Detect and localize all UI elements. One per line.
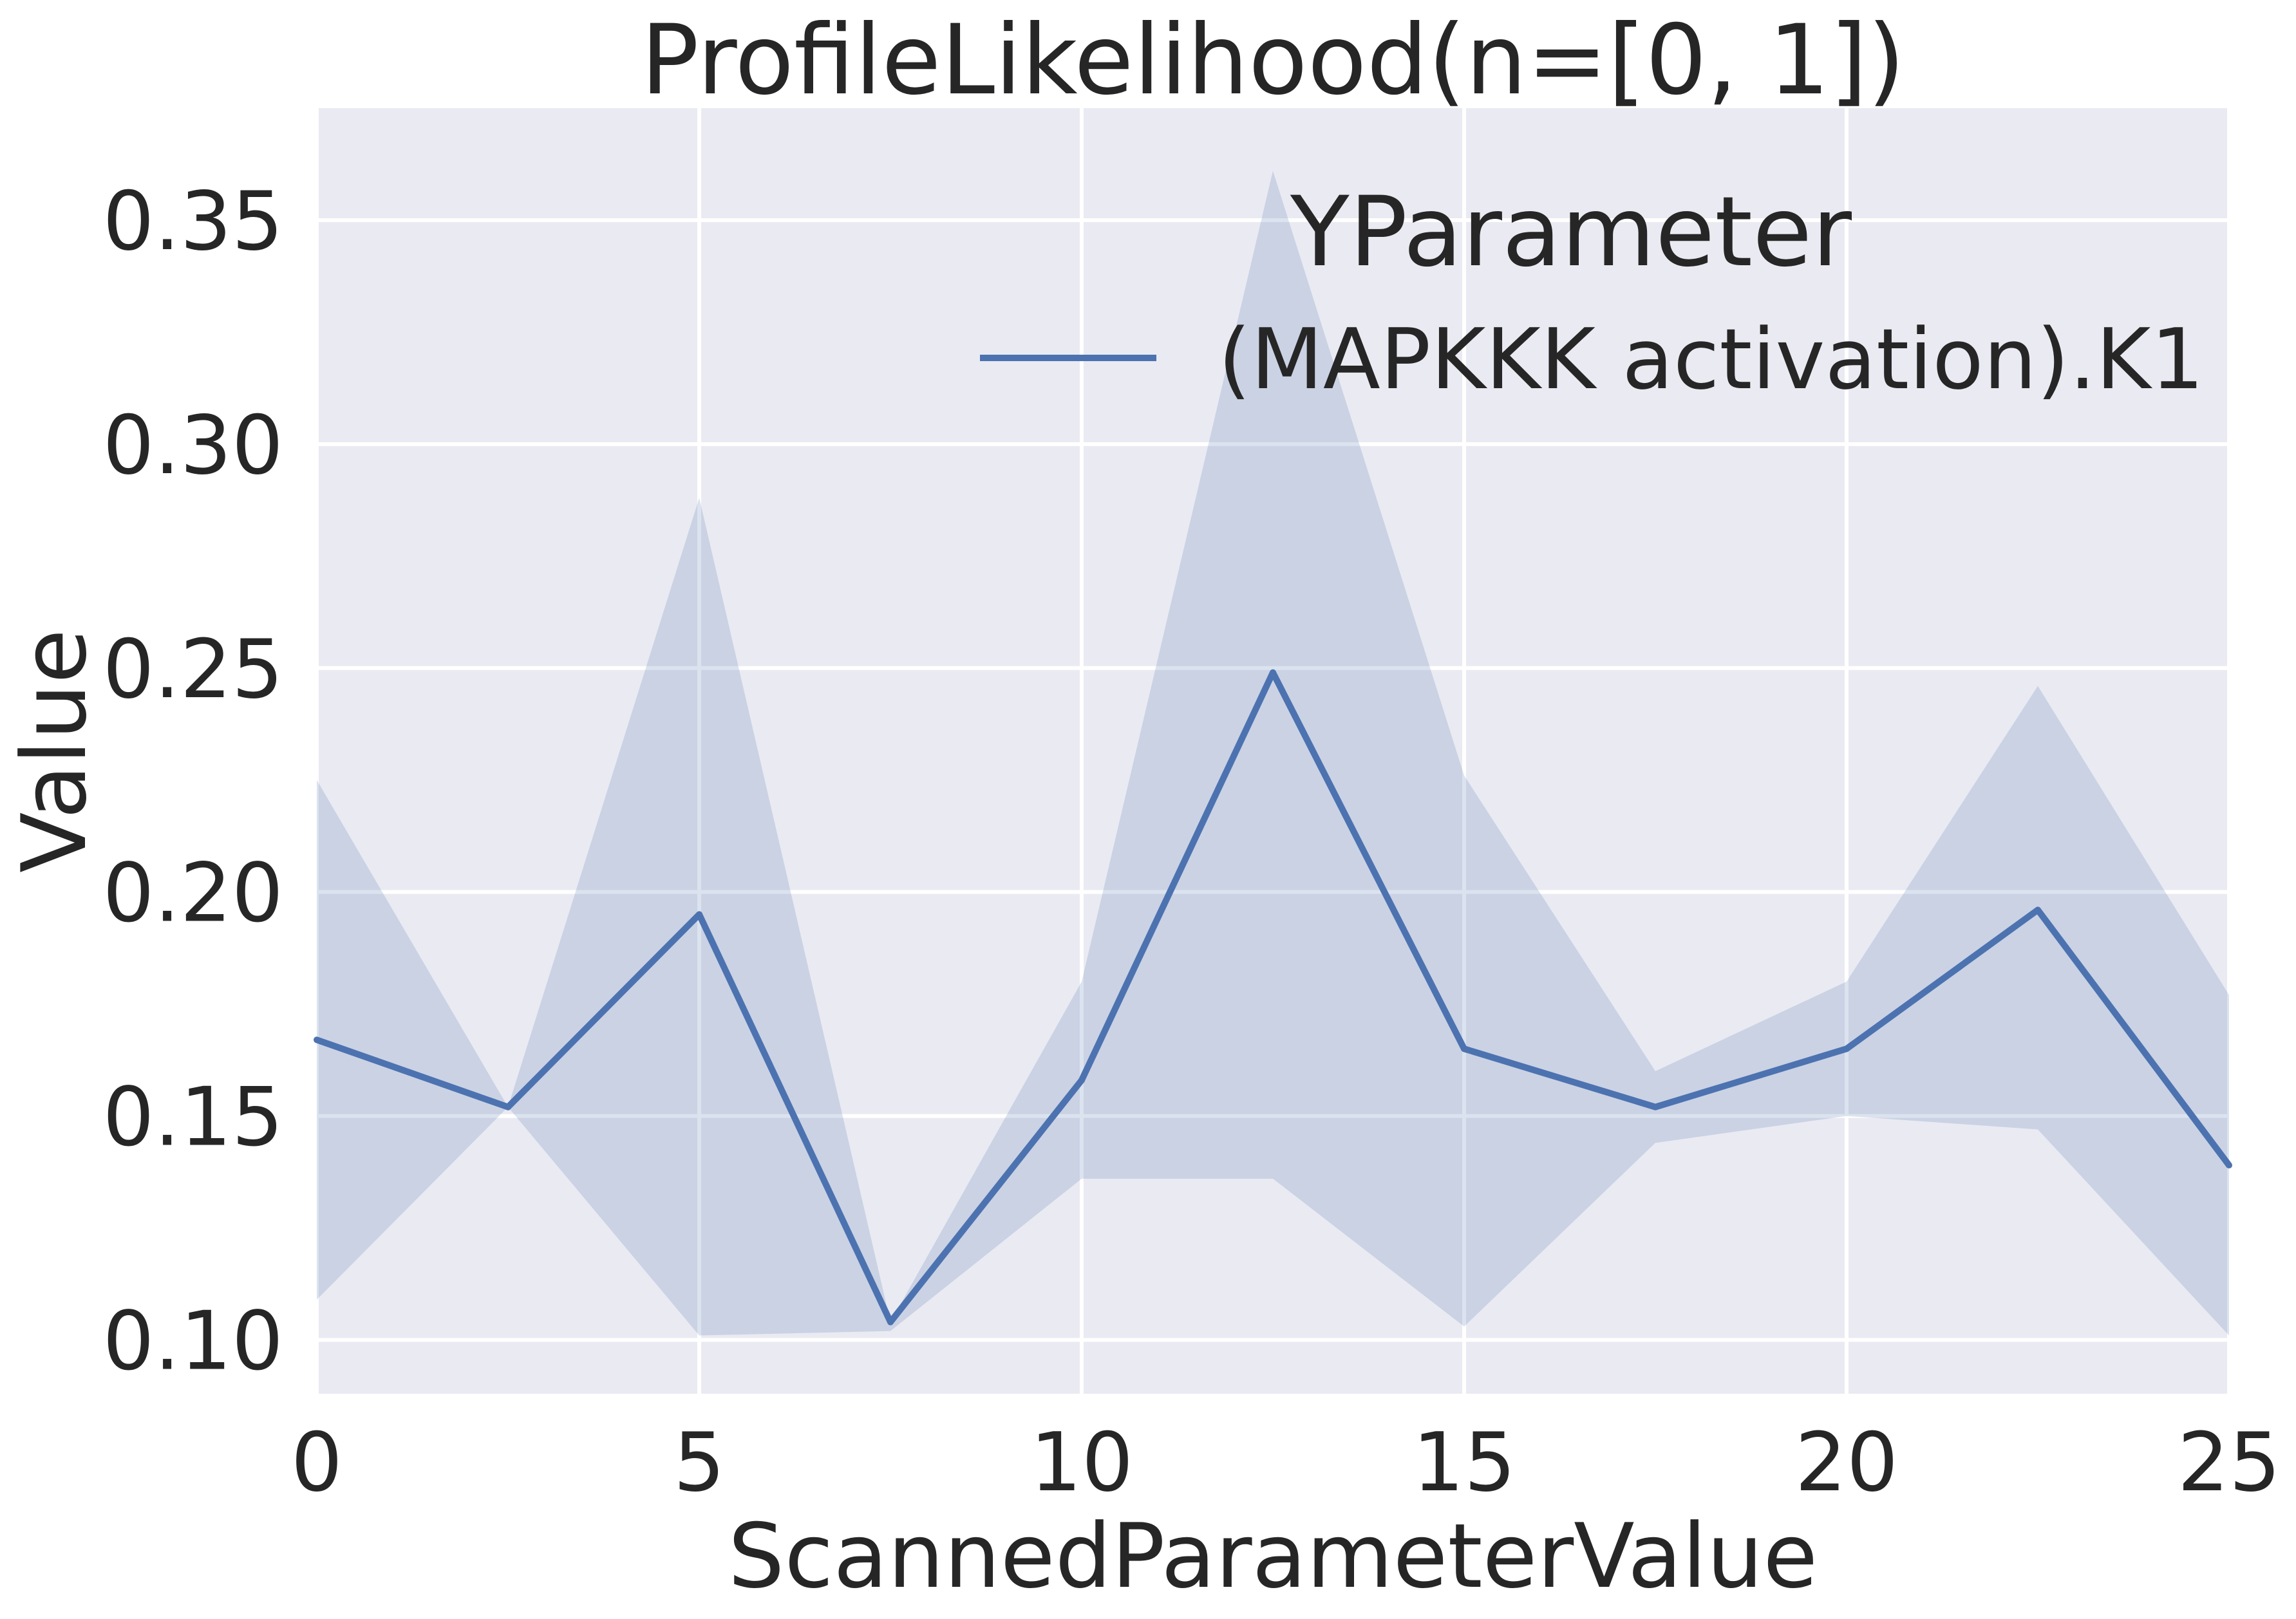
y-tick-label-2: 0.20 — [102, 846, 283, 941]
y-axis-label: Value — [3, 629, 106, 873]
x-tick-label-1: 5 — [673, 1415, 725, 1510]
legend-label-series-1: (MAPKKK activation).K1 — [1218, 310, 2204, 408]
data-point-1-7 — [1652, 1103, 1659, 1110]
series-line-layer — [314, 669, 2232, 1325]
y-tick-label-5: 0.35 — [102, 174, 283, 268]
data-point-1-5 — [1270, 669, 1276, 676]
x-tick-label-5: 25 — [2178, 1415, 2281, 1510]
data-point-1-9 — [2035, 906, 2041, 913]
y-tick-label-0: 0.10 — [102, 1294, 283, 1389]
data-point-1-4 — [1078, 1076, 1085, 1083]
confidence-band-layer — [317, 171, 2229, 1336]
data-point-1-0 — [314, 1036, 320, 1043]
confidence-band-series-1 — [317, 171, 2229, 1336]
x-tick-label-0: 0 — [291, 1415, 343, 1510]
chart-title: ProfileLikelihood(n=[0, 1]) — [641, 5, 1905, 117]
data-point-1-2 — [696, 911, 702, 918]
data-point-1-8 — [1843, 1045, 1850, 1053]
tick-labels: 0 5 10 15 20 25 0.10 0.15 0.20 0.25 0.30 0.35 — [102, 174, 2281, 1510]
data-point-1-6 — [1461, 1045, 1467, 1053]
legend-title: YParameter — [1290, 176, 1852, 288]
x-tick-label-2: 10 — [1030, 1415, 1133, 1510]
plot-area-background — [317, 108, 2229, 1394]
y-tick-label-4: 0.30 — [102, 398, 283, 492]
data-point-1-3 — [887, 1318, 894, 1325]
data-point-1-1 — [505, 1103, 511, 1110]
legend: YParameter (MAPKKK activation).K1 — [980, 176, 2204, 408]
gridlines — [315, 108, 2231, 1394]
x-axis-label: ScannedParameterValue — [728, 1504, 1818, 1608]
y-tick-label-3: 0.25 — [102, 622, 283, 716]
x-tick-label-4: 20 — [1795, 1415, 1898, 1510]
data-point-1-10 — [2226, 1162, 2232, 1169]
y-tick-label-1: 0.15 — [102, 1070, 283, 1165]
x-tick-label-3: 15 — [1413, 1415, 1516, 1510]
